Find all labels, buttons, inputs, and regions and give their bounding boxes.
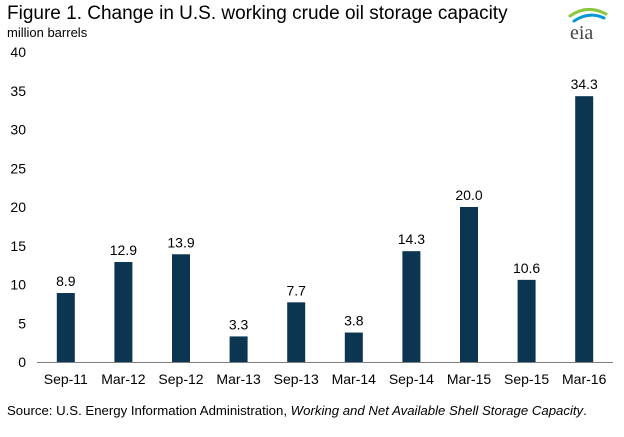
source-title: Working and Net Available Shell Storage … xyxy=(290,403,584,418)
chart-title: Figure 1. Change in U.S. working crude o… xyxy=(7,3,508,24)
bar xyxy=(402,251,421,362)
units-label: million barrels xyxy=(7,25,88,40)
bar xyxy=(172,254,190,362)
bar-value-label: 7.7 xyxy=(286,282,306,298)
bar-value-label: 13.9 xyxy=(167,234,194,250)
bar-value-label: 8.9 xyxy=(56,273,76,289)
x-tick-label: Sep-12 xyxy=(158,371,203,387)
x-tick-label: Sep-11 xyxy=(44,371,88,387)
x-tick-label: Mar-12 xyxy=(101,371,146,387)
x-tick-label: Sep-14 xyxy=(389,371,434,387)
y-tick-label: 35 xyxy=(10,83,26,99)
eia-logo: eia xyxy=(568,8,608,42)
y-tick-label: 15 xyxy=(10,238,26,254)
y-tick-label: 0 xyxy=(18,354,26,370)
x-tick-label: Sep-13 xyxy=(274,371,319,387)
bar-value-label: 34.3 xyxy=(571,76,598,92)
bar xyxy=(460,207,478,362)
y-tick-label: 40 xyxy=(10,44,26,60)
bar xyxy=(287,302,306,362)
x-tick-label: Mar-16 xyxy=(562,371,607,387)
bar xyxy=(344,332,363,362)
source-prefix: Source: U.S. Energy Information Administ… xyxy=(7,403,291,418)
y-tick-label: 25 xyxy=(10,160,26,176)
logo-text: eia xyxy=(570,22,593,42)
logo-arc-light xyxy=(568,8,608,18)
bar-value-label: 3.8 xyxy=(344,313,364,329)
logo-arc-dark xyxy=(572,13,606,23)
bar-value-label: 12.9 xyxy=(110,242,137,258)
x-tick-label: Mar-14 xyxy=(332,371,377,387)
source-suffix: . xyxy=(583,403,587,418)
y-tick-label: 30 xyxy=(10,122,26,138)
bar-value-label: 14.3 xyxy=(398,231,425,247)
y-tick-label: 20 xyxy=(10,199,26,215)
bar xyxy=(517,279,536,362)
bar-value-label: 20.0 xyxy=(455,187,482,203)
x-tick-label: Mar-13 xyxy=(216,371,261,387)
x-tick-label: Sep-15 xyxy=(504,371,549,387)
bar xyxy=(56,293,75,362)
y-tick-label: 5 xyxy=(18,315,26,331)
source-note: Source: U.S. Energy Information Administ… xyxy=(7,403,619,419)
x-tick-label: Mar-15 xyxy=(447,371,492,387)
bar-value-label: 10.6 xyxy=(513,260,540,276)
y-tick-label: 10 xyxy=(10,277,26,293)
bar-value-label: 3.3 xyxy=(229,316,249,332)
bar xyxy=(575,96,594,363)
bar xyxy=(229,336,248,362)
bar xyxy=(114,262,133,362)
